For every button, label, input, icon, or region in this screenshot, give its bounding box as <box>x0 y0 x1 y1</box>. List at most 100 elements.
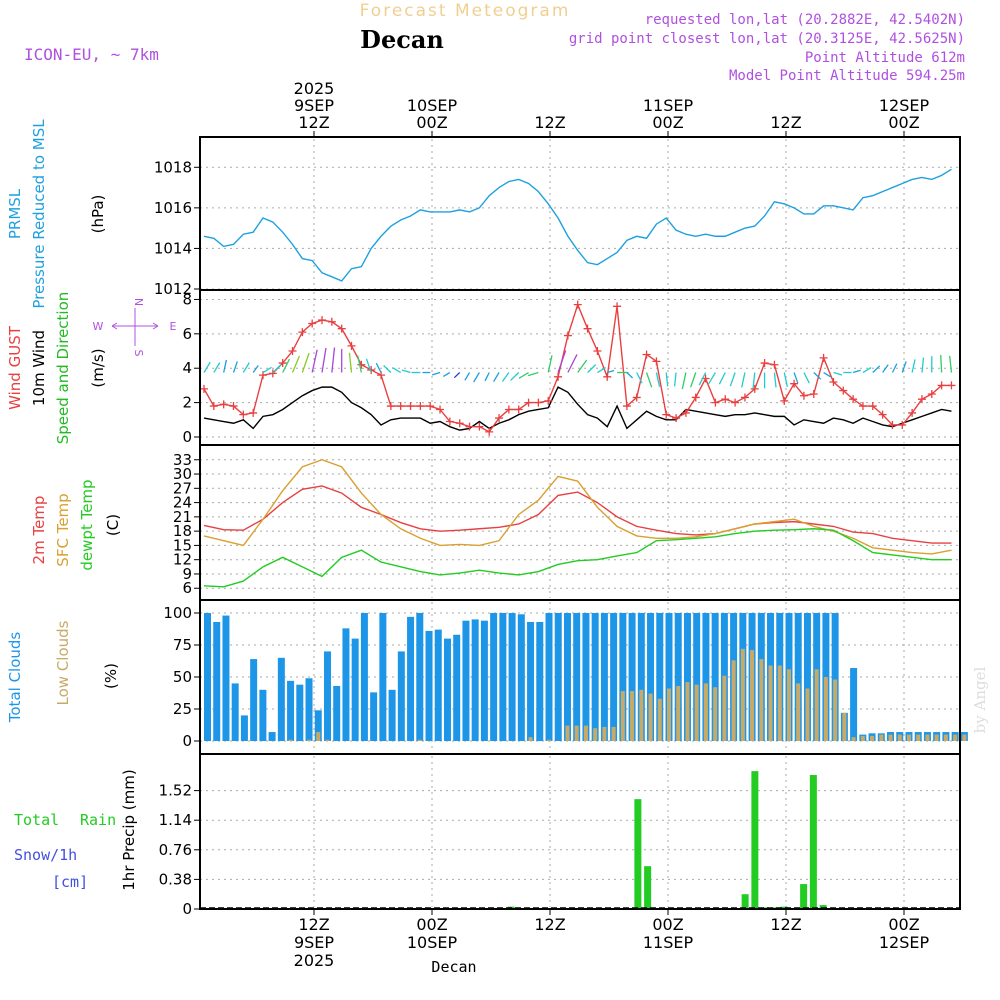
legend-snow: Snow/1h <box>14 846 77 864</box>
legend-pressure-msl: Pressure Reduced to MSL <box>30 119 48 309</box>
compass-rose-icon <box>111 308 159 346</box>
y-tick-label: 8 <box>182 290 192 308</box>
total-cloud-bar <box>397 651 405 741</box>
y-tick-label: 1012 <box>154 280 192 298</box>
requested-coords: requested lon,lat (20.2882E, 42.5402N) <box>645 12 965 28</box>
wind-direction-arrow <box>708 372 716 385</box>
gust-marker <box>829 377 838 386</box>
low-cloud-bar <box>796 683 801 741</box>
total-cloud-bar <box>803 613 811 741</box>
gust-marker <box>455 419 464 428</box>
total-cloud-bar <box>619 613 627 741</box>
low-cloud-bar <box>934 734 939 741</box>
gust-marker <box>681 408 690 417</box>
gust-marker <box>396 402 405 411</box>
model-label: ICON-EU, ~ 7km <box>24 45 159 64</box>
low-cloud-bar <box>417 739 422 741</box>
wind-direction-arrow <box>252 365 259 373</box>
wind-direction-arrow <box>752 372 756 389</box>
total-cloud-bar <box>259 689 267 741</box>
wind-direction-arrow <box>773 372 777 388</box>
y-tick-label: 50 <box>173 668 192 686</box>
low-cloud-bar <box>703 683 708 741</box>
y-tick-label: 18 <box>173 522 192 540</box>
low-cloud-bar <box>574 725 579 741</box>
total-cloud-bar <box>582 613 590 741</box>
wind-direction-arrow <box>949 355 953 373</box>
wind-direction-arrow <box>636 372 643 384</box>
total-cloud-bar <box>702 613 710 741</box>
low-cloud-bar <box>888 734 893 741</box>
gust-marker <box>495 414 504 423</box>
y-tick-label: 6 <box>182 325 192 343</box>
total-cloud-bar <box>794 613 802 741</box>
y-tick-label: 24 <box>173 494 192 512</box>
gust-marker <box>740 393 749 402</box>
total-cloud-bar <box>527 621 535 741</box>
bottom-time-label: 2025 <box>294 951 335 970</box>
wind-direction-arrow <box>803 372 810 384</box>
low-cloud-bar <box>925 734 930 741</box>
rain-bar <box>809 775 817 909</box>
wind-direction-arrow <box>901 361 907 373</box>
model-altitude: Model Point Altitude 594.25m <box>729 68 965 84</box>
wind-direction-arrow <box>940 354 943 373</box>
bottom-time-label: 12Z <box>298 915 329 934</box>
gust-marker <box>436 405 445 414</box>
y-tick-label: 0 <box>182 428 192 446</box>
low-cloud-bar <box>962 734 967 741</box>
total-cloud-bar <box>600 613 608 741</box>
low-cloud-bar <box>685 682 690 741</box>
total-cloud-bar <box>674 613 682 741</box>
wind-direction-arrow <box>793 372 799 384</box>
wind-direction-arrow <box>645 372 653 388</box>
wind-direction-arrow <box>673 372 677 387</box>
total-cloud-bar <box>490 613 498 741</box>
total-cloud-bar <box>388 689 396 741</box>
wind-direction-arrow <box>331 347 336 373</box>
gust-marker <box>573 300 582 309</box>
total-cloud-bar <box>268 732 276 741</box>
total-cloud-bar <box>351 638 359 741</box>
gust-marker <box>662 410 671 419</box>
total-cloud-bar <box>333 685 341 741</box>
gust-marker <box>583 324 592 333</box>
low-cloud-bar <box>814 669 819 741</box>
gust-marker <box>465 422 474 431</box>
low-cloud-bar <box>722 675 727 741</box>
gust-marker <box>652 357 661 366</box>
wind-direction-arrow <box>729 372 736 387</box>
gust-marker <box>760 359 769 368</box>
low-cloud-bar <box>602 726 607 741</box>
y-tick-label: 1.14 <box>159 811 192 829</box>
gust-marker <box>622 402 631 411</box>
grid-point-coords: grid point closest lon,lat (20.3125E, 42… <box>569 31 965 47</box>
wind-direction-arrow <box>833 371 843 376</box>
rain-bar <box>819 905 827 909</box>
low-cloud-bar <box>611 726 616 741</box>
bottom-time-label: 10SEP <box>407 933 458 952</box>
total-cloud-bar <box>342 628 350 741</box>
wind-direction-arrow <box>213 362 221 373</box>
top-time-label: 00Z <box>888 113 919 132</box>
legend-total-clouds: Total Clouds <box>6 632 24 724</box>
bottom-time-label: 12SEP <box>879 933 930 952</box>
gust-marker <box>691 393 700 402</box>
low-cloud-bar <box>288 739 293 741</box>
low-cloud-bar <box>740 648 745 741</box>
legend-2m-temp: 2m Temp <box>30 496 48 565</box>
total-cloud-bar <box>573 613 581 741</box>
low-cloud-bar <box>325 739 330 741</box>
total-cloud-bar <box>407 616 415 741</box>
gust-marker <box>888 420 897 429</box>
low-cloud-bar <box>750 650 755 741</box>
total-cloud-bar <box>360 613 368 741</box>
wind-direction-arrow <box>718 372 726 385</box>
wind-direction-arrow <box>557 350 567 373</box>
total-cloud-bar <box>277 657 285 741</box>
total-cloud-bar <box>610 613 618 741</box>
wind-direction-arrow <box>282 358 291 373</box>
low-cloud-bar <box>547 739 552 741</box>
total-cloud-bar <box>222 615 230 741</box>
gust-marker <box>917 395 926 404</box>
